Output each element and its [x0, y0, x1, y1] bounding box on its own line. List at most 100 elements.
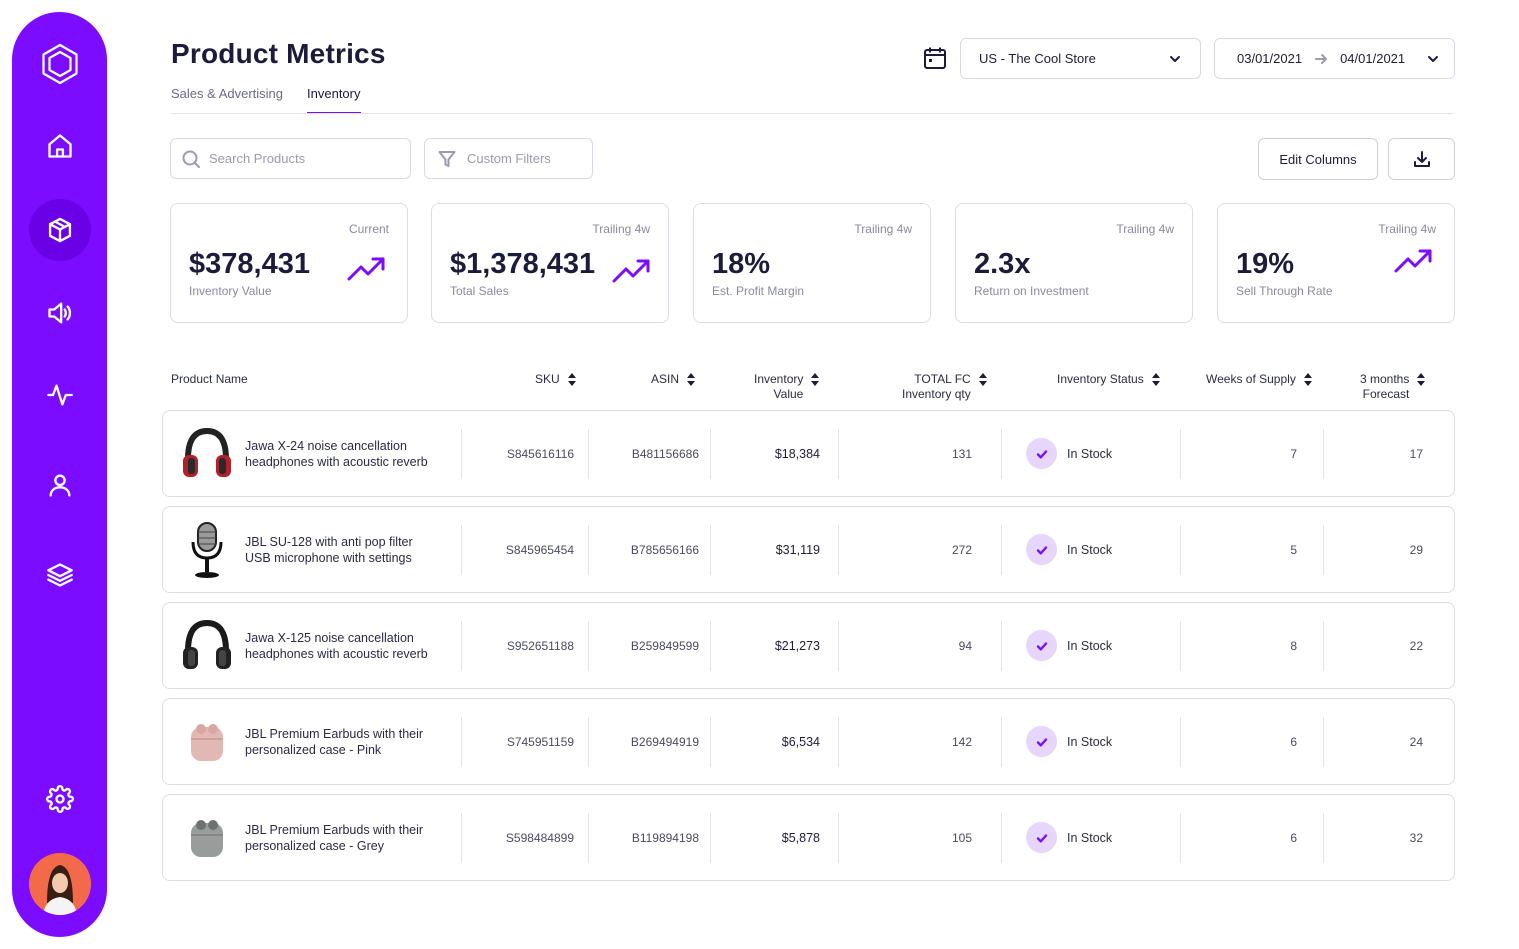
cell-divider [588, 621, 589, 671]
sort-icon[interactable] [1303, 373, 1312, 390]
kpi-label: Inventory Value [189, 284, 272, 298]
product-name-cell: JBL Premium Earbuds with their personaliz… [245, 699, 450, 784]
calendar-icon[interactable] [922, 45, 948, 71]
forecast-cell: 17 [1409, 446, 1423, 461]
home-icon[interactable] [29, 115, 91, 177]
asin-cell: B259849599 [630, 638, 699, 653]
product-name-line-1: JBL SU-128 with anti pop filter [245, 534, 413, 549]
product-name-cell: JBL Premium Earbuds with their personaliz… [245, 795, 450, 880]
product-name-line-1: Jawa X-125 noise cancellation [245, 630, 414, 645]
table-row[interactable]: JBL Premium Earbuds with their personaliz… [162, 794, 1455, 881]
column-header-inventory-value[interactable]: Inventory Value [754, 372, 820, 402]
sidebar [12, 12, 107, 937]
cell-divider [710, 717, 711, 767]
box-icon[interactable] [29, 199, 91, 261]
weeks-of-supply-cell: 8 [1290, 638, 1297, 653]
logo-icon[interactable] [38, 42, 82, 86]
trend-up-icon [612, 258, 652, 289]
store-select-value: US - The Cool Store [979, 51, 1096, 66]
tab-sales-advertising[interactable]: Sales & Advertising [171, 86, 284, 101]
kpi-label: Return on Investment [974, 284, 1089, 298]
kpi-value: 18% [712, 248, 771, 280]
kpi-card-profit-margin: Trailing 4w 18% Est. Profit Margin [693, 203, 931, 323]
product-name-cell: Jawa X-24 noise cancellation headphones w… [245, 411, 450, 496]
asin-cell: B481156686 [631, 446, 699, 461]
chevron-down-icon [1170, 55, 1180, 62]
column-header-product-name[interactable]: Product Name [171, 372, 248, 386]
edit-columns-button[interactable]: Edit Columns [1258, 138, 1378, 180]
kpi-period: Trailing 4w [1116, 222, 1174, 236]
status-text: In Stock [1067, 638, 1113, 653]
kpi-value: $378,431 [189, 248, 310, 280]
inventory-status-cell: In Stock [1026, 795, 1112, 880]
column-header-inventory-status[interactable]: Inventory Status [1057, 372, 1160, 390]
table-row[interactable]: JBL Premium Earbuds with their personaliz… [162, 698, 1455, 785]
speaker-icon[interactable] [29, 282, 91, 344]
cell-divider [838, 525, 839, 575]
inventory-status-cell: In Stock [1026, 411, 1112, 496]
activity-icon[interactable] [29, 364, 91, 426]
sku-cell: S952651188 [506, 638, 574, 653]
kpi-card-inventory-value: Current $378,431 Inventory Value [170, 203, 408, 323]
avatar[interactable] [29, 853, 91, 915]
date-range-select[interactable]: 03/01/2021 04/01/2021 [1214, 38, 1455, 79]
cell-divider [1323, 621, 1324, 671]
kpi-period: Trailing 4w [854, 222, 912, 236]
weeks-of-supply-cell: 5 [1290, 542, 1297, 557]
column-header-asin[interactable]: ASIN [651, 372, 696, 390]
cell-divider [1323, 429, 1324, 479]
product-name-line-2: personalized case - Pink [245, 742, 382, 757]
download-button[interactable] [1388, 138, 1455, 180]
sort-icon[interactable] [811, 373, 820, 390]
check-icon [1026, 630, 1057, 661]
kpi-label: Sell Through Rate [1236, 284, 1333, 298]
product-name-line-2: headphones with acoustic reverb [245, 646, 428, 661]
user-icon[interactable] [29, 454, 91, 516]
table-row[interactable]: Jawa X-24 noise cancellation headphones w… [162, 410, 1455, 497]
inventory-status-cell: In Stock [1026, 699, 1112, 784]
product-name-line-2: personalized case - Grey [245, 838, 384, 853]
settings-icon[interactable] [29, 768, 91, 830]
layers-icon[interactable] [29, 544, 91, 606]
column-header-forecast[interactable]: 3 months Forecast [1360, 372, 1426, 402]
black-headphones-icon [177, 616, 237, 676]
sort-icon[interactable] [1151, 373, 1160, 390]
cell-divider [1001, 525, 1002, 575]
grey-earbuds-icon [177, 808, 237, 868]
column-header-weeks-of-supply[interactable]: Weeks of Supply [1206, 372, 1312, 390]
sku-cell: S845965454 [505, 542, 574, 557]
cell-divider [710, 813, 711, 863]
cell-divider [1180, 429, 1181, 479]
product-name-line-2: USB microphone with settings [245, 550, 412, 565]
cell-divider [588, 525, 589, 575]
cell-divider [1001, 429, 1002, 479]
sort-icon[interactable] [687, 373, 696, 390]
status-text: In Stock [1067, 830, 1113, 845]
table-row[interactable]: JBL SU-128 with anti pop filter USB micro… [162, 506, 1455, 593]
cell-divider [588, 717, 589, 767]
sort-icon[interactable] [1417, 373, 1426, 390]
search-input[interactable] [209, 151, 399, 166]
check-icon [1026, 726, 1057, 757]
kpi-period: Current [348, 222, 389, 236]
asin-cell: B785656166 [630, 542, 699, 557]
forecast-cell: 22 [1409, 638, 1423, 653]
store-select[interactable]: US - The Cool Store [960, 38, 1201, 79]
product-name-line-2: headphones with acoustic reverb [245, 454, 428, 469]
check-icon [1026, 534, 1057, 565]
cell-divider [838, 429, 839, 479]
tab-inventory[interactable]: Inventory [307, 86, 361, 114]
filter-icon [438, 150, 456, 167]
custom-filters-button[interactable]: Custom Filters [424, 138, 593, 179]
sort-icon[interactable] [567, 373, 576, 390]
cell-divider [461, 813, 462, 863]
fc-qty-cell: 94 [958, 638, 972, 653]
cell-divider [1180, 717, 1181, 767]
trend-up-icon [347, 256, 387, 287]
column-header-total-fc-qty[interactable]: TOTAL FC Inventory qty [902, 372, 987, 402]
column-header-sku[interactable]: SKU [535, 372, 576, 390]
asin-cell: B119894198 [631, 830, 699, 845]
table-row[interactable]: Jawa X-125 noise cancellation headphones … [162, 602, 1455, 689]
page-title: Product Metrics [171, 38, 386, 69]
sort-icon[interactable] [978, 373, 987, 390]
